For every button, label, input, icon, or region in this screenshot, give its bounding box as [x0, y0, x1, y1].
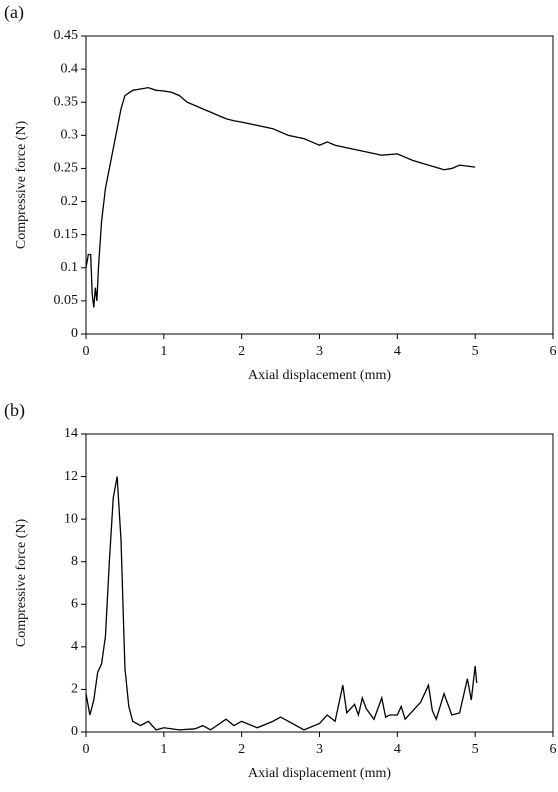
y-tick-label: 0 — [71, 724, 78, 739]
y-tick-label: 0.25 — [54, 161, 79, 176]
x-tick-label: 3 — [316, 742, 323, 757]
x-tick-label: 4 — [394, 344, 401, 359]
y-tick-label: 0.15 — [54, 227, 79, 242]
y-tick-label: 14 — [64, 426, 78, 441]
x-tick-label: 1 — [160, 344, 167, 359]
y-tick-label: 6 — [71, 597, 78, 612]
x-axis-label: Axial displacement (mm) — [248, 766, 391, 781]
y-tick-label: 0 — [71, 326, 78, 341]
x-axis-label: Axial displacement (mm) — [248, 368, 391, 383]
data-line — [85, 86, 476, 308]
y-tick-label: 0.45 — [54, 28, 79, 43]
y-tick-label: 4 — [71, 639, 78, 654]
y-tick-label: 8 — [71, 554, 78, 569]
x-tick-label: 5 — [472, 344, 479, 359]
y-tick-label: 0.4 — [61, 61, 79, 76]
y-tick-label: 10 — [64, 511, 78, 526]
y-tick-label: 2 — [71, 682, 78, 697]
x-tick-label: 0 — [83, 742, 90, 757]
x-tick-label: 2 — [238, 344, 245, 359]
y-tick-label: 0.2 — [61, 194, 79, 209]
y-axis-label: Compressive force (N) — [14, 121, 29, 250]
x-tick-label: 2 — [238, 742, 245, 757]
x-tick-label: 0 — [83, 344, 90, 359]
panel-label: (b) — [4, 400, 25, 421]
y-tick-label: 0.1 — [61, 260, 79, 275]
plot-frame — [85, 433, 554, 733]
x-tick-label: 5 — [472, 742, 479, 757]
y-axis-label: Compressive force (N) — [14, 519, 29, 648]
panel-label: (a) — [4, 2, 24, 23]
x-tick-label: 4 — [394, 742, 401, 757]
x-tick-label: 6 — [550, 742, 557, 757]
x-tick-label: 6 — [550, 344, 557, 359]
y-tick-label: 0.35 — [54, 94, 79, 109]
y-tick-label: 0.3 — [61, 128, 79, 143]
y-tick-label: 12 — [64, 469, 78, 484]
y-tick-label: 0.05 — [54, 293, 79, 308]
data-line — [85, 476, 478, 731]
x-tick-label: 3 — [316, 344, 323, 359]
plot-frame — [85, 35, 554, 335]
x-tick-label: 1 — [160, 742, 167, 757]
